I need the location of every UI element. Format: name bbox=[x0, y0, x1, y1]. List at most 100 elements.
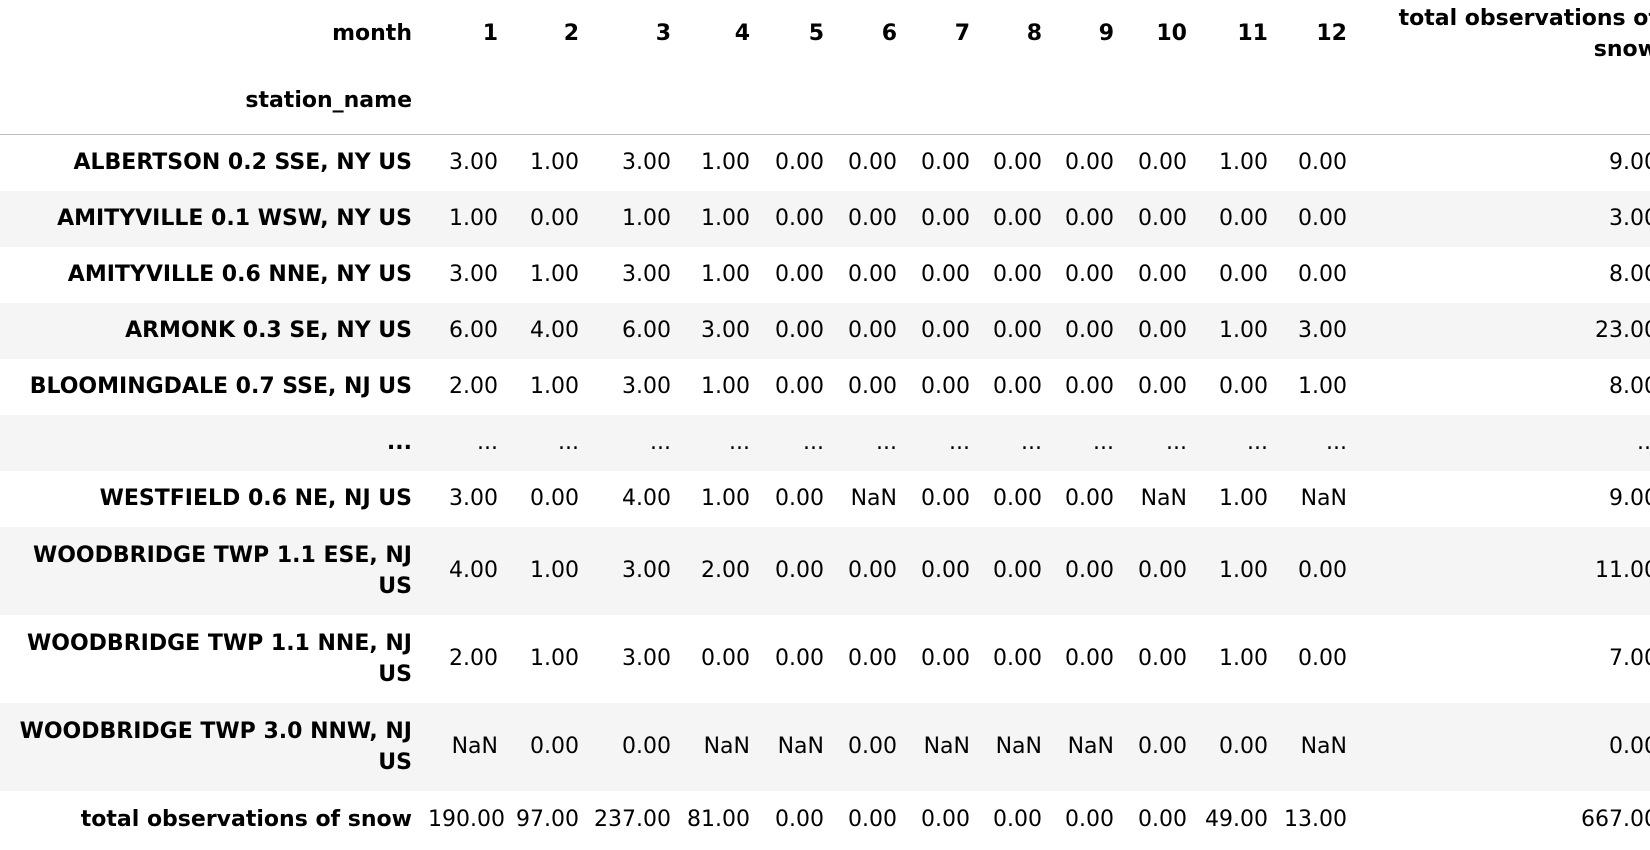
total-value-cell: 7.00 bbox=[1609, 646, 1650, 671]
month-value-cell: 0.00 bbox=[848, 558, 897, 583]
table-body: ALBERTSON 0.2 SSE, NY US 3.00 1.00 3.00 1.00… bbox=[0, 134, 1650, 849]
header-row-station: station_name bbox=[0, 67, 1650, 135]
month-value-cell: 81.00 bbox=[687, 807, 750, 832]
month-value-cell: 2.00 bbox=[449, 374, 498, 399]
month-value-cell: 1.00 bbox=[701, 150, 750, 176]
month-value-cell: 49.00 bbox=[1205, 807, 1268, 832]
empty-header-cell bbox=[1281, 67, 1360, 135]
total-value-cell: 667.00 bbox=[1581, 807, 1650, 832]
total-value-cell: 11.00 bbox=[1595, 558, 1650, 583]
month-value-cell: 1.00 bbox=[530, 374, 579, 399]
table-row: BLOOMINGDALE 0.7 SSE, NJ US 2.00 1.00 3.00 1… bbox=[0, 358, 1650, 415]
month-header-6: 6 bbox=[881, 21, 897, 46]
month-value-cell: 0.00 bbox=[921, 374, 970, 399]
total-value-cell: 9.00 bbox=[1609, 486, 1650, 511]
month-value-cell: 0.00 bbox=[848, 318, 897, 343]
month-value-cell: 0.00 bbox=[921, 262, 970, 287]
month-value-cell: 0.00 bbox=[1298, 262, 1347, 287]
month-value-cell: 0.00 bbox=[775, 206, 824, 231]
month-value-cell: 0.00 bbox=[1138, 646, 1187, 671]
month-value-cell: 0.00 bbox=[1298, 558, 1347, 583]
month-value-cell: 0.00 bbox=[775, 150, 824, 176]
month-value-cell: 1.00 bbox=[1219, 646, 1268, 671]
month-header-4: 4 bbox=[734, 21, 750, 46]
month-value-cell: 4.00 bbox=[530, 318, 579, 343]
month-value-cell: 0.00 bbox=[1298, 646, 1347, 671]
station-name-cell: WOODBRIDGE TWP 1.1 NNE, NJ US bbox=[27, 630, 412, 687]
month-value-cell: 3.00 bbox=[701, 318, 750, 343]
month-value-cell: 0.00 bbox=[1065, 262, 1114, 287]
month-value-cell: 1.00 bbox=[1298, 374, 1347, 399]
total-value-cell: 3.00 bbox=[1609, 206, 1650, 231]
month-value-cell: 0.00 bbox=[1138, 807, 1187, 832]
month-header-8: 8 bbox=[1026, 21, 1042, 46]
month-value-cell: 1.00 bbox=[622, 206, 671, 231]
month-value-cell: 0.00 bbox=[921, 646, 970, 671]
month-value-cell: 97.00 bbox=[516, 807, 579, 832]
month-value-cell: 237.00 bbox=[594, 807, 671, 832]
month-value-cell: NaN bbox=[777, 734, 824, 759]
month-value-cell: 0.00 bbox=[701, 646, 750, 671]
month-value-cell: 0.00 bbox=[1065, 374, 1114, 399]
empty-header-cell bbox=[983, 67, 1055, 135]
station-name-cell: WESTFIELD 0.6 NE, NJ US bbox=[99, 486, 412, 511]
month-value-cell: ... bbox=[729, 430, 750, 455]
empty-header-cell bbox=[1360, 67, 1650, 135]
month-value-cell: 1.00 bbox=[530, 558, 579, 583]
station-name-cell: BLOOMINGDALE 0.7 SSE, NJ US bbox=[29, 374, 412, 399]
month-value-cell: 0.00 bbox=[993, 262, 1042, 287]
month-header-2: 2 bbox=[563, 21, 579, 46]
month-value-cell: 0.00 bbox=[1138, 734, 1187, 759]
total-column-header: total observations of snow bbox=[1398, 5, 1650, 62]
empty-header-cell bbox=[592, 67, 684, 135]
month-value-cell: 1.00 bbox=[701, 486, 750, 511]
month-value-cell: 0.00 bbox=[848, 734, 897, 759]
month-value-cell: 1.00 bbox=[530, 150, 579, 176]
month-value-cell: 0.00 bbox=[775, 486, 824, 511]
column-index-label: month bbox=[332, 21, 412, 46]
station-name-cell: AMITYVILLE 0.1 WSW, NY US bbox=[57, 206, 412, 231]
month-value-cell: 0.00 bbox=[1219, 734, 1268, 759]
month-value-cell: 1.00 bbox=[701, 374, 750, 399]
month-header-1: 1 bbox=[482, 21, 498, 46]
month-value-cell: 3.00 bbox=[1298, 318, 1347, 343]
month-value-cell: 0.00 bbox=[1219, 262, 1268, 287]
month-value-cell: NaN bbox=[451, 734, 498, 759]
month-value-cell: NaN bbox=[850, 486, 897, 511]
month-value-cell: ... bbox=[876, 430, 897, 455]
empty-header-cell bbox=[763, 67, 837, 135]
month-value-cell: 0.00 bbox=[775, 558, 824, 583]
month-value-cell: 0.00 bbox=[1219, 206, 1268, 231]
month-value-cell: 3.00 bbox=[622, 150, 671, 176]
month-value-cell: 3.00 bbox=[622, 646, 671, 671]
month-value-cell: 0.00 bbox=[1138, 374, 1187, 399]
month-value-cell: 6.00 bbox=[622, 318, 671, 343]
month-value-cell: 0.00 bbox=[530, 206, 579, 231]
empty-header-cell bbox=[837, 67, 910, 135]
table-row: WESTFIELD 0.6 NE, NJ US 3.00 0.00 4.00 1.00 0… bbox=[0, 470, 1650, 527]
station-name-cell: WOODBRIDGE TWP 3.0 NNW, NJ US bbox=[19, 718, 412, 775]
empty-header-cell bbox=[428, 67, 511, 135]
table-row: ARMONK 0.3 SE, NY US 6.00 4.00 6.00 3.00 0.00… bbox=[0, 302, 1650, 359]
month-value-cell: 0.00 bbox=[775, 374, 824, 399]
month-value-cell: 0.00 bbox=[775, 318, 824, 343]
month-value-cell: 1.00 bbox=[1219, 486, 1268, 511]
month-value-cell: 0.00 bbox=[993, 150, 1042, 176]
month-value-cell: ... bbox=[949, 430, 970, 455]
total-value-cell: 8.00 bbox=[1609, 374, 1650, 399]
empty-header-cell bbox=[1127, 67, 1200, 135]
month-value-cell: 4.00 bbox=[622, 486, 671, 511]
month-value-cell: 0.00 bbox=[921, 486, 970, 511]
table-row: AMITYVILLE 0.1 WSW, NY US 1.00 0.00 1.00 1.0… bbox=[0, 190, 1650, 247]
month-value-cell: 0.00 bbox=[1065, 558, 1114, 583]
month-value-cell: 0.00 bbox=[848, 262, 897, 287]
month-value-cell: 1.00 bbox=[1219, 558, 1268, 583]
month-value-cell: 2.00 bbox=[701, 558, 750, 583]
month-value-cell: 0.00 bbox=[530, 486, 579, 511]
month-value-cell: ... bbox=[477, 430, 498, 455]
month-value-cell: 0.00 bbox=[921, 150, 970, 176]
month-value-cell: 0.00 bbox=[775, 262, 824, 287]
month-header-12: 12 bbox=[1316, 21, 1347, 46]
month-value-cell: NaN bbox=[703, 734, 750, 759]
